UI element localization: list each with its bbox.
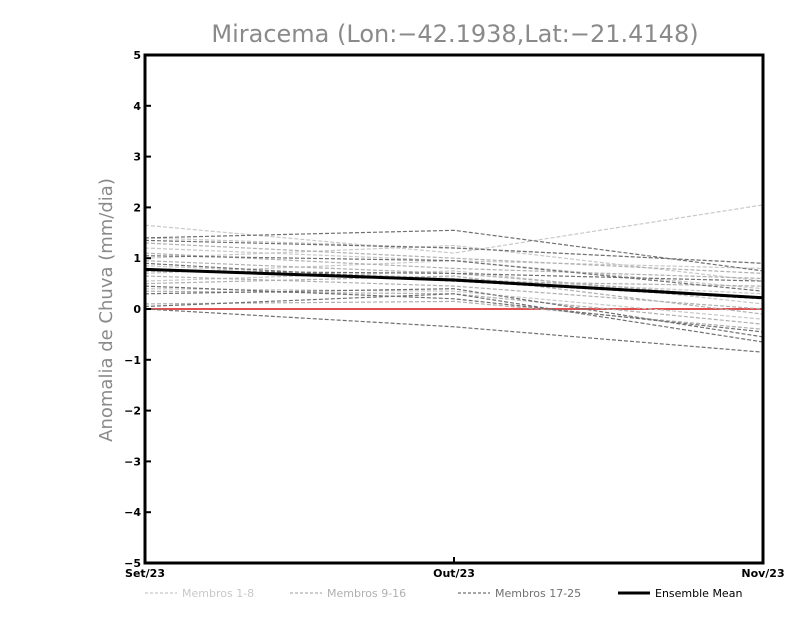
x-tick-label: Set/23: [125, 567, 165, 580]
member-line-group3-7: [144, 288, 764, 338]
y-tick-label: 3: [133, 151, 141, 164]
member-line-group1-2: [144, 237, 764, 264]
member-line-group1-4: [144, 244, 764, 282]
member-line-group2-1: [144, 242, 764, 274]
member-line-group2-7: [144, 290, 764, 325]
member-line-group2-2: [144, 252, 764, 280]
y-tick-label: −4: [124, 506, 141, 519]
legend-label: Membros 9-16: [327, 587, 406, 600]
member-line-group1-8: [144, 288, 764, 320]
legend-label: Ensemble Mean: [655, 587, 742, 600]
member-line-group2-6: [144, 275, 764, 315]
y-tick-label: −1: [124, 354, 141, 367]
ensemble-mean-line: [144, 267, 764, 300]
member-line-group1-1: [144, 204, 764, 254]
member-line-group3-1: [144, 229, 764, 272]
member-line-group2-5: [144, 275, 764, 310]
member-line-group3-3: [144, 255, 764, 292]
y-axis-label: Anomalia de Chuva (mm/dia): [96, 178, 117, 442]
y-tick-label: −2: [124, 405, 141, 418]
y-tick-label: 4: [133, 100, 141, 113]
chart-title: Miracema (Lon:−42.1938,Lat:−21.4148): [211, 20, 698, 48]
y-tick-label: 5: [133, 49, 141, 62]
member-line-group3-8: [144, 293, 764, 343]
member-line-group2-8: [144, 300, 764, 330]
y-tick-label: 2: [133, 201, 141, 214]
member-line-group3-9: [144, 308, 764, 353]
member-line-group3-2: [144, 239, 764, 264]
legend-label: Membros 1-8: [182, 587, 254, 600]
x-tick-label: Out/23: [433, 567, 475, 580]
x-tick-label: Nov/23: [741, 567, 784, 580]
y-tick-label: −5: [124, 557, 141, 570]
legend-label: Membros 17-25: [495, 587, 581, 600]
y-tick-label: 1: [133, 252, 141, 265]
y-tick-label: 0: [133, 303, 141, 316]
y-tick-label: −3: [124, 455, 141, 468]
